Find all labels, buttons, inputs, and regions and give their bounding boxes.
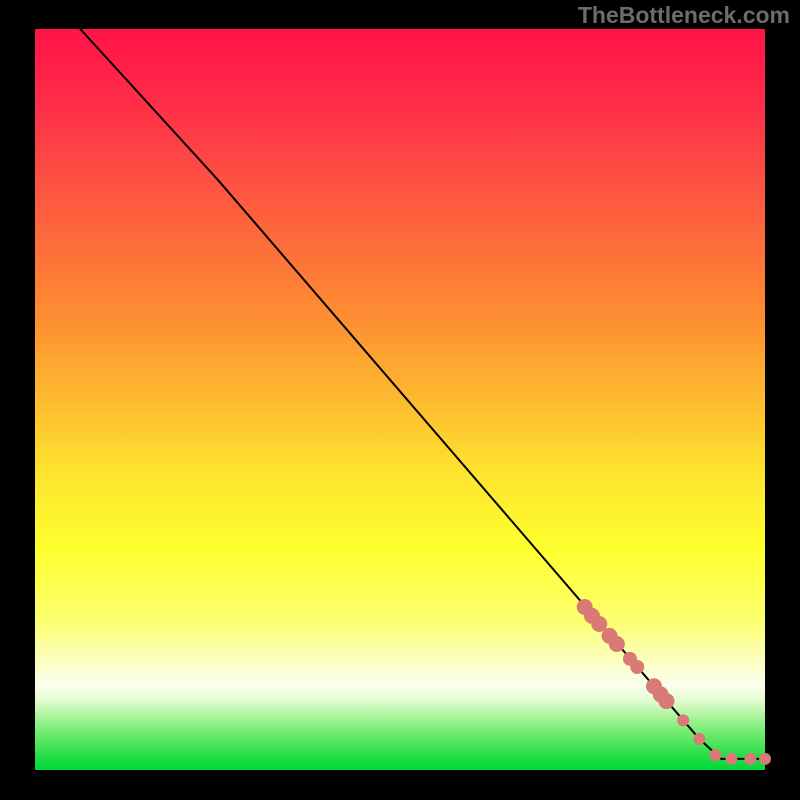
- chart-svg: [0, 0, 800, 800]
- watermark-label: TheBottleneck.com: [578, 2, 790, 29]
- chart-stage: TheBottleneck.com: [0, 0, 800, 800]
